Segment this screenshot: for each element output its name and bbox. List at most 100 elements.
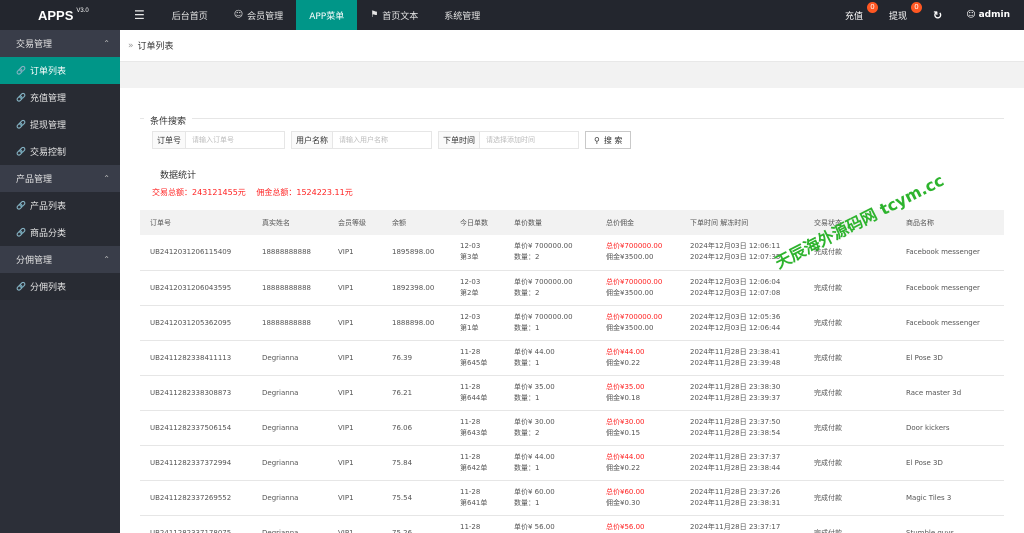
cell-text: 第645单 <box>460 358 488 367</box>
cell-text: 2024年12月03日 12:07:08 <box>690 288 781 297</box>
top-nav: ☰ 后台首页 ☺ 会员管理 APP菜单 ⚑ 首页文本 系统管理 <box>120 0 833 30</box>
table-row[interactable]: UB2412031206043595 18888888888 VIP1 1892398… <box>140 270 1004 306</box>
table-cell: 2024年11月28日 23:37:172024年11月28日 23:38:21 <box>680 515 804 533</box>
order-no-input[interactable] <box>185 131 285 149</box>
search-title: 条件搜索 <box>144 114 193 127</box>
cell-text: 数量：2 <box>514 428 540 437</box>
sidebar-item-recharge[interactable]: 🔗 充值管理 <box>0 84 120 111</box>
cell-text: 总价¥700000.00 <box>606 312 663 321</box>
table-cell: VIP1 <box>328 305 382 341</box>
cell-text: 2024年12月03日 12:06:11 <box>690 242 781 251</box>
table-row[interactable]: UB2411282338411113 Degrianna VIP1 76.39 11-2… <box>140 340 1004 376</box>
sidebar-item-product-category[interactable]: 🔗 商品分类 <box>0 219 120 246</box>
cell-text: 单价¥ 60.00 <box>514 487 555 496</box>
cell-text: 11-28 <box>460 487 481 496</box>
table-row[interactable]: UB2411282337372994 Degrianna VIP1 75.84 11-2… <box>140 445 1004 481</box>
cell-text: 数量：1 <box>514 358 540 367</box>
table-cell: 完成付款 <box>804 340 896 376</box>
cell-text: Degrianna <box>262 423 299 432</box>
table-row[interactable]: UB2412031205362095 18888888888 VIP1 1888898… <box>140 305 1004 341</box>
nav-members[interactable]: ☺ 会员管理 <box>233 10 284 22</box>
table-cell: 1888898.00 <box>382 305 450 341</box>
username-input[interactable] <box>332 131 432 149</box>
table-cell: 11-28 第641单 <box>450 480 504 516</box>
cell-text: 总价¥30.00 <box>606 417 645 426</box>
table-cell: 1895898.00 <box>382 235 450 271</box>
refresh-icon[interactable]: ↻ <box>933 8 943 22</box>
col-header: 真实姓名 <box>252 210 328 235</box>
cell-text: 76.06 <box>392 423 413 432</box>
search-button[interactable]: ⚲ 搜 索 <box>585 131 632 149</box>
table-cell: UB2412031206043595 <box>140 270 252 306</box>
sidebar-item-product-list[interactable]: 🔗 产品列表 <box>0 192 120 219</box>
breadcrumb-current[interactable]: 订单列表 <box>137 42 174 52</box>
table-cell: 12-03 第2单 <box>450 270 504 306</box>
table-cell: UB2411282338308873 <box>140 375 252 411</box>
sidebar-item-order-list[interactable]: 🔗 订单列表 <box>0 57 120 84</box>
chevron-up-icon: ⌃ <box>103 174 110 183</box>
chevron-up-icon: ⌃ <box>103 39 110 48</box>
table-cell: 总价¥700000.00 佣金¥3500.00 <box>596 270 680 306</box>
order-time-input[interactable] <box>479 131 579 149</box>
user-menu[interactable]: ☺ admin <box>966 10 1010 20</box>
cell-text: 数量：1 <box>514 463 540 472</box>
cell-text: VIP1 <box>338 388 354 397</box>
cell-text: VIP1 <box>338 353 354 362</box>
nav-home-text[interactable]: ⚑ 首页文本 <box>370 10 419 22</box>
search-icon: ⚲ <box>594 135 600 145</box>
table-cell: 总价¥44.00 佣金¥0.22 <box>596 340 680 376</box>
table-cell: VIP1 <box>328 410 382 446</box>
nav-system[interactable]: 系统管理 <box>444 11 481 22</box>
orders-table-wrap: 订单号 真实姓名 会员等级 余额 今日单数 单价数量 总价佣金 下单时间 解冻时… <box>140 210 1004 533</box>
table-cell: 总价¥30.00 佣金¥0.15 <box>596 410 680 446</box>
table-row[interactable]: UB2411282337269552 Degrianna VIP1 75.54 11-2… <box>140 480 1004 516</box>
cell-text: Degrianna <box>262 388 299 397</box>
cell-text: 完成付款 <box>814 493 842 502</box>
nav-app-menu[interactable]: APP菜单 <box>296 0 358 30</box>
cell-text: 2024年11月28日 23:37:50 <box>690 417 781 426</box>
table-cell: 2024年11月28日 23:37:26 2024年11月28日 23:38:31 <box>680 480 804 516</box>
table-cell: UB2411282337372994 <box>140 445 252 481</box>
hamburger-icon[interactable]: ☰ <box>134 8 145 22</box>
sidebar-item-trade-control[interactable]: 🔗 交易控制 <box>0 138 120 165</box>
cell-text: 单价¥ 700000.00 <box>514 312 573 321</box>
table-cell: 2024年12月03日 12:06:11 2024年12月03日 12:07:35 <box>680 235 804 271</box>
cell-text: 18888888888 <box>262 248 311 257</box>
sidebar-item-commission-list[interactable]: 🔗 分佣列表 <box>0 273 120 300</box>
cell-text: 第644单 <box>460 393 488 402</box>
cell-text: Door kickers <box>906 423 950 432</box>
flag-icon: ⚑ <box>370 10 379 20</box>
cell-text: 2024年11月28日 23:38:31 <box>690 498 781 507</box>
cell-text: VIP1 <box>338 458 354 467</box>
app-logo[interactable]: APPS V3.0 <box>38 7 89 23</box>
sidebar-group-trade[interactable]: 交易管理 ⌃ <box>0 30 120 57</box>
cell-text: Magic Tiles 3 <box>906 493 952 502</box>
table-cell: 76.06 <box>382 410 450 446</box>
cell-text: 2024年11月28日 23:38:41 <box>690 347 781 356</box>
table-cell: UB2411282337506154 <box>140 410 252 446</box>
table-row[interactable]: UB2412031206115409 18888888888 VIP1 1895898… <box>140 235 1004 271</box>
sidebar-group-product[interactable]: 产品管理 ⌃ <box>0 165 120 192</box>
cell-text: 1888898.00 <box>392 318 435 327</box>
cell-text: UB2411282337178075 <box>150 528 232 533</box>
withdraw-button[interactable]: 提现 0 <box>877 0 922 30</box>
nav-home[interactable]: 后台首页 <box>171 11 208 22</box>
col-header: 订单号 <box>140 210 252 235</box>
cell-text: 完成付款 <box>814 458 842 467</box>
cell-text: 单价¥ 56.00 <box>514 522 555 531</box>
user-icon: ☺ <box>966 10 976 20</box>
table-cell: VIP1 <box>328 445 382 481</box>
table-cell: UB2411282337178075 <box>140 515 252 533</box>
table-cell: 单价¥ 44.00 数量：1 <box>504 445 596 481</box>
table-row[interactable]: UB2411282337506154 Degrianna VIP1 76.06 11-2… <box>140 410 1004 446</box>
recharge-button[interactable]: 充值 0 <box>833 0 878 30</box>
table-row[interactable]: UB2411282338308873 Degrianna VIP1 76.21 11-2… <box>140 375 1004 411</box>
table-row[interactable]: UB2411282337178075 Degrianna VIP1 75.26 11-2… <box>140 515 1004 533</box>
table-cell: 2024年11月28日 23:37:50 2024年11月28日 23:38:54 <box>680 410 804 446</box>
sidebar-item-withdraw[interactable]: 🔗 提现管理 <box>0 111 120 138</box>
table-cell: 完成付款 <box>804 445 896 481</box>
sidebar-group-commission[interactable]: 分佣管理 ⌃ <box>0 246 120 273</box>
cell-text: Degrianna <box>262 458 299 467</box>
